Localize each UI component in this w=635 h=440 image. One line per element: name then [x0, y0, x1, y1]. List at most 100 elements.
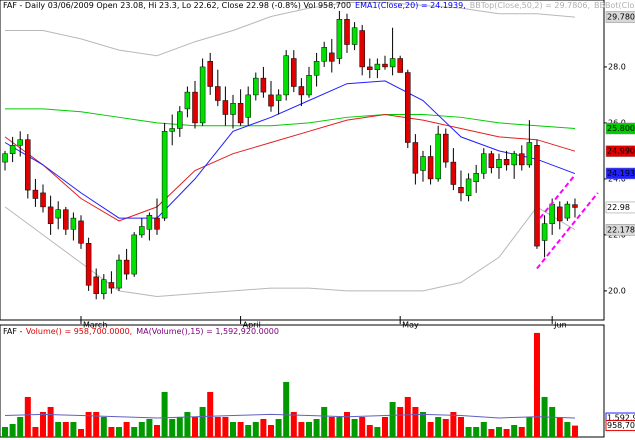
volume-bar	[138, 421, 145, 437]
volume-bar	[397, 406, 404, 437]
trend-line	[539, 174, 576, 219]
volume-bar	[465, 426, 472, 437]
y-tick-label: 28.0	[608, 62, 626, 71]
candle-body	[374, 63, 381, 70]
overlay-line	[4, 80, 576, 219]
volume-bar	[192, 416, 199, 437]
volume-bar	[207, 391, 214, 437]
candle-body	[93, 276, 99, 294]
volume-bar	[176, 416, 183, 437]
volume-bar	[17, 416, 24, 437]
volume-bar	[245, 424, 252, 437]
volume-bar	[343, 411, 350, 437]
candle-body	[427, 156, 434, 180]
volume-bar	[2, 426, 9, 437]
volume-bar	[252, 421, 259, 437]
volume-bar	[503, 428, 510, 437]
volume-bar	[108, 426, 115, 437]
chart-title: FAF - Daily 03/06/2009 Open 23.08, Hi 23…	[3, 1, 635, 10]
candle-body	[260, 77, 267, 93]
candle-body	[481, 153, 487, 174]
price-label-box	[605, 224, 635, 236]
candle-body	[306, 75, 312, 96]
volume-bar	[260, 418, 267, 437]
volume-bar	[275, 418, 282, 437]
volume-bar	[351, 418, 358, 437]
price-label: 22.1783	[607, 225, 635, 234]
volume-bar	[366, 424, 373, 437]
candle-body	[268, 94, 274, 107]
volume-bar	[199, 406, 206, 437]
volume-bar	[419, 411, 426, 437]
volume-bar	[488, 428, 495, 437]
chart-title: FAF - Volume() = 958,700.0000, MA(Volume()…	[3, 327, 279, 336]
volume-bar	[24, 396, 31, 437]
candle-body	[458, 187, 464, 194]
x-tick-label: Jun	[553, 321, 567, 330]
candle-body	[519, 153, 525, 166]
candle-body	[549, 203, 555, 224]
volume-bar	[457, 416, 464, 437]
title-part: MA(Volume(),15) = 1,592,920.0000	[136, 327, 279, 336]
title-part: FAF -	[3, 327, 22, 336]
volume-bar	[55, 421, 62, 437]
candle-body	[405, 72, 411, 143]
candle-body	[139, 226, 145, 236]
candle-body	[291, 58, 297, 87]
candle-body	[313, 61, 320, 76]
candle-body	[2, 153, 8, 163]
candle-body	[78, 220, 84, 244]
price-label: 24.9909	[607, 147, 635, 156]
volume-bar	[427, 421, 434, 437]
candle-body	[329, 52, 335, 62]
candle-body	[215, 86, 221, 101]
candle-body	[298, 86, 305, 96]
volume-bar	[435, 416, 442, 437]
volume-label: 1,592,92	[607, 414, 635, 423]
candle-body	[40, 192, 46, 208]
overlay-line	[4, 114, 576, 222]
candle-body	[511, 153, 517, 166]
candle-body	[275, 94, 282, 101]
candle-body	[237, 103, 244, 124]
volume-bar	[571, 425, 578, 437]
volume-bar	[321, 406, 328, 437]
volume-bar	[283, 381, 290, 437]
candle-body	[253, 77, 259, 96]
candle-body	[389, 58, 396, 68]
volume-bar	[214, 416, 221, 437]
candle-body	[146, 215, 153, 230]
volume-bar	[169, 418, 176, 437]
overlay-line	[4, 206, 576, 297]
volume-bar	[161, 391, 168, 437]
volume-ma-line	[5, 413, 575, 419]
volume-bar	[40, 411, 47, 437]
volume-bar	[62, 421, 69, 437]
x-tick-label: April	[243, 321, 261, 330]
title-part: FAF - Daily 03/06/2009 Open 23.08, Hi 23…	[3, 1, 351, 10]
candle-body	[192, 91, 198, 124]
trend-line	[536, 192, 599, 270]
y-tick-label: 20.0	[608, 286, 626, 295]
volume-bar	[526, 416, 533, 437]
candle-body	[199, 66, 206, 124]
candle-body	[443, 133, 449, 163]
candle-body	[541, 223, 548, 241]
volume-bar	[404, 396, 411, 437]
candle-body	[9, 145, 16, 154]
candle-body	[496, 159, 502, 168]
candle-body	[207, 61, 213, 87]
volume-bar	[47, 406, 54, 437]
price-label-box	[605, 122, 635, 135]
volume-bar	[93, 411, 100, 437]
x-tick-label: March	[83, 321, 107, 330]
price-label: 24.1939	[607, 169, 635, 178]
candle-body	[359, 30, 365, 68]
candle-body	[85, 243, 92, 286]
candle-body	[108, 282, 115, 289]
volume-bar	[184, 411, 191, 437]
candle-body	[70, 217, 77, 230]
volume-bar	[85, 411, 92, 437]
